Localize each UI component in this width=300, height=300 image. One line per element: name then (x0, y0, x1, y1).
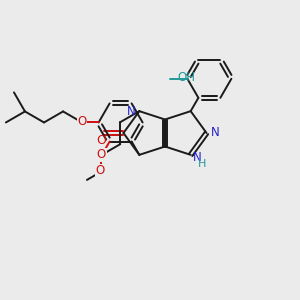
Text: N: N (193, 151, 201, 164)
Text: O: O (97, 134, 106, 148)
Text: H: H (197, 159, 206, 169)
Text: OH: OH (178, 71, 196, 84)
Text: O: O (96, 164, 105, 177)
Text: N: N (127, 105, 135, 118)
Text: O: O (97, 148, 106, 161)
Text: N: N (211, 127, 219, 140)
Text: O: O (77, 115, 87, 128)
